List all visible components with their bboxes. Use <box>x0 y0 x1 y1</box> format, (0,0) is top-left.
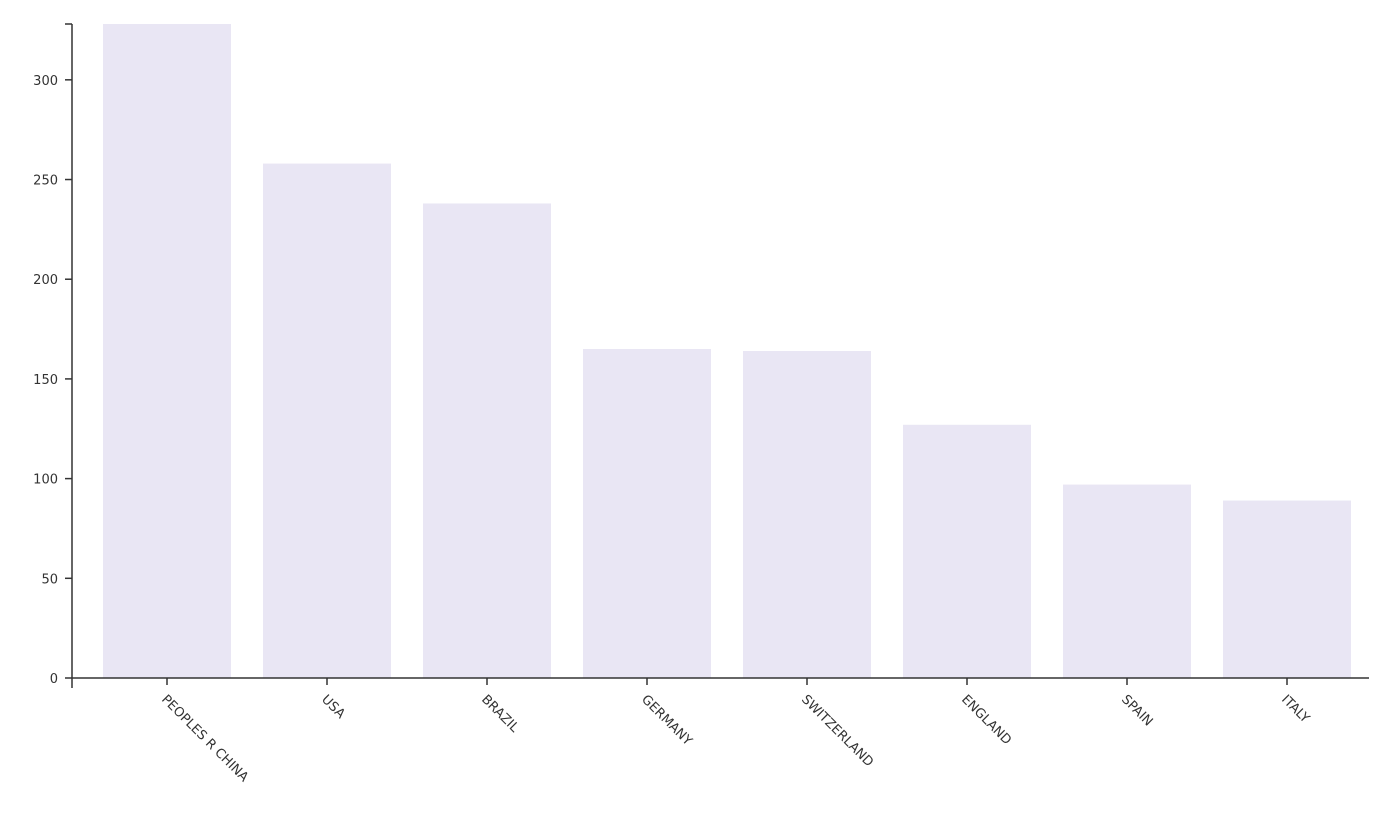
x-tick-label: BRAZIL <box>478 692 522 736</box>
bar <box>103 24 231 678</box>
y-tick-label: 150 <box>33 373 58 388</box>
x-tick-label: SWITZERLAND <box>798 692 876 770</box>
x-tick-label: USA <box>318 692 348 722</box>
x-tick-label: PEOPLES R CHINA <box>158 692 251 785</box>
y-tick-label: 250 <box>33 174 58 189</box>
y-tick-label: 100 <box>33 473 58 488</box>
bar <box>743 351 871 678</box>
x-tick-label: SPAIN <box>1118 692 1155 729</box>
bar <box>263 163 391 678</box>
x-tick-label: GERMANY <box>638 692 695 749</box>
y-tick-label: 200 <box>33 273 58 288</box>
bar <box>1223 500 1351 678</box>
x-tick-label: ITALY <box>1278 692 1312 726</box>
y-tick-label: 0 <box>50 672 58 687</box>
y-tick-label: 50 <box>41 572 58 587</box>
x-tick-label: ENGLAND <box>958 692 1014 748</box>
y-tick-label: 300 <box>33 74 58 89</box>
bar <box>903 424 1031 678</box>
bar <box>423 203 551 678</box>
bar <box>1063 484 1191 678</box>
bar <box>583 349 711 678</box>
